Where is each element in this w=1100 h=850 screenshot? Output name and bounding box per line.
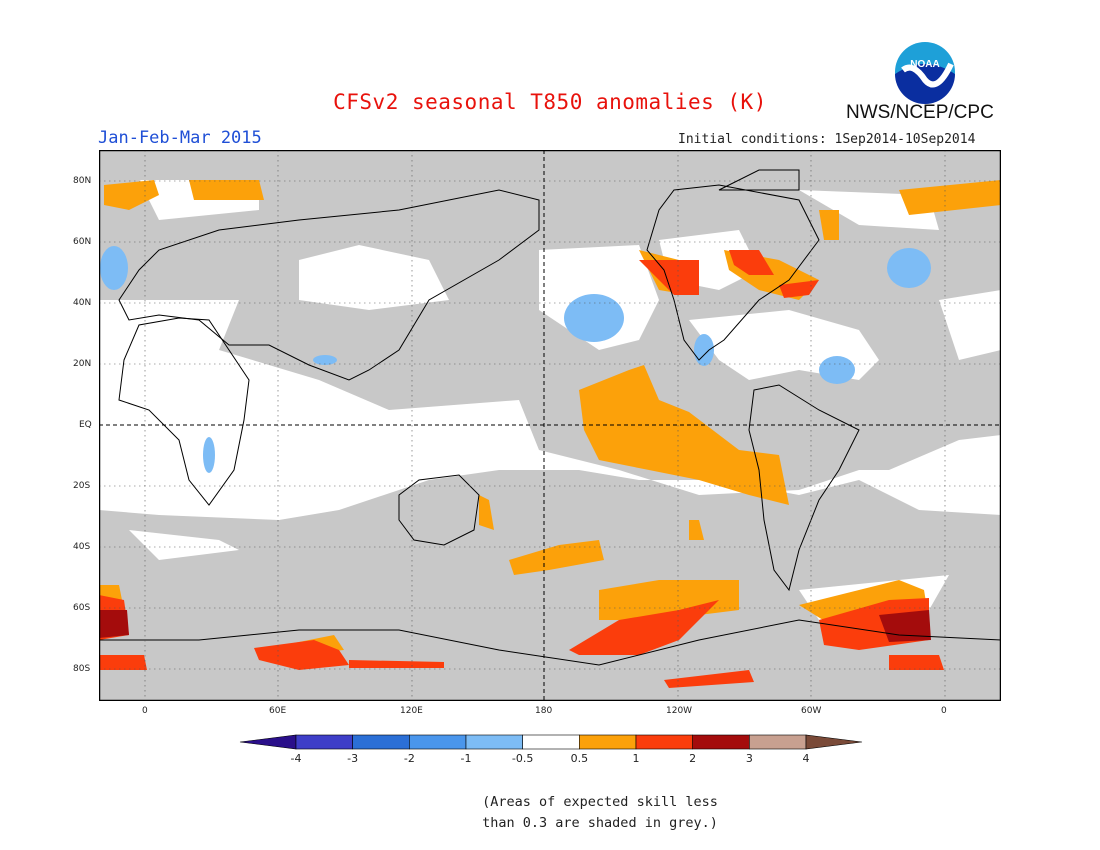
lon-label-180: 180 — [535, 706, 553, 716]
lat-label-20s: 20S — [73, 481, 91, 491]
lat-label-80s: 80S — [73, 664, 91, 674]
legend-label: -1 — [461, 752, 472, 765]
initial-conditions-label: Initial conditions: 1Sep2014-10Sep2014 — [678, 132, 976, 147]
legend-label: -3 — [347, 752, 358, 765]
anomaly-map — [99, 150, 1001, 701]
map-frame — [99, 150, 1001, 701]
legend-swatch — [579, 734, 637, 750]
lat-label-eq: EQ — [79, 420, 92, 430]
lat-label-80n: 80N — [73, 176, 92, 186]
lon-label-0-east: 0 — [941, 706, 947, 716]
legend-high-arrow — [805, 734, 863, 750]
legend-swatch — [749, 734, 807, 750]
lon-label-60w: 60W — [801, 706, 822, 716]
skill-note-line2: than 0.3 are shaded in grey.) — [482, 815, 718, 831]
lat-label-60s: 60S — [73, 603, 91, 613]
legend-label: 1 — [633, 752, 640, 765]
lon-label-0: 0 — [142, 706, 148, 716]
noaa-logo: NOAA — [895, 42, 955, 104]
skill-note-line1: (Areas of expected skill less — [482, 794, 718, 810]
coastlines — [99, 169, 1001, 666]
legend-swatch — [692, 734, 750, 750]
lat-label-40s: 40S — [73, 542, 91, 552]
legend-label: 2 — [689, 752, 696, 765]
legend-swatch — [295, 734, 353, 750]
lon-label-120w: 120W — [666, 706, 693, 716]
legend-label: 3 — [746, 752, 753, 765]
legend-label: -2 — [404, 752, 415, 765]
lat-label-60n: 60N — [73, 237, 92, 247]
legend-swatch — [635, 734, 693, 750]
legend-label: 4 — [803, 752, 810, 765]
legend-label: -4 — [291, 752, 302, 765]
legend-low-arrow — [239, 734, 297, 750]
grid-lines — [99, 150, 1001, 701]
skill-note: (Areas of expected skill less than 0.3 a… — [420, 792, 780, 834]
legend-label: 0.5 — [571, 752, 589, 765]
legend-swatch — [522, 734, 580, 750]
organization-label: NWS/NCEP/CPC — [846, 102, 994, 123]
lat-label-20n: 20N — [73, 359, 92, 369]
lon-label-60e: 60E — [269, 706, 287, 716]
legend-label: -0.5 — [512, 752, 533, 765]
negative-anomaly-regions — [100, 246, 931, 473]
season-label: Jan-Feb-Mar 2015 — [98, 128, 262, 148]
lat-label-40n: 40N — [73, 298, 92, 308]
legend-swatch — [409, 734, 467, 750]
lon-label-120e: 120E — [400, 706, 423, 716]
chart-title: CFSv2 seasonal T850 anomalies (K) — [333, 90, 767, 114]
legend-swatch — [465, 734, 523, 750]
color-legend: -4 -3 -2 -1 -0.5 0.5 1 2 3 4 — [239, 734, 863, 765]
legend-swatch — [352, 734, 410, 750]
logo-text: NOAA — [910, 59, 939, 70]
